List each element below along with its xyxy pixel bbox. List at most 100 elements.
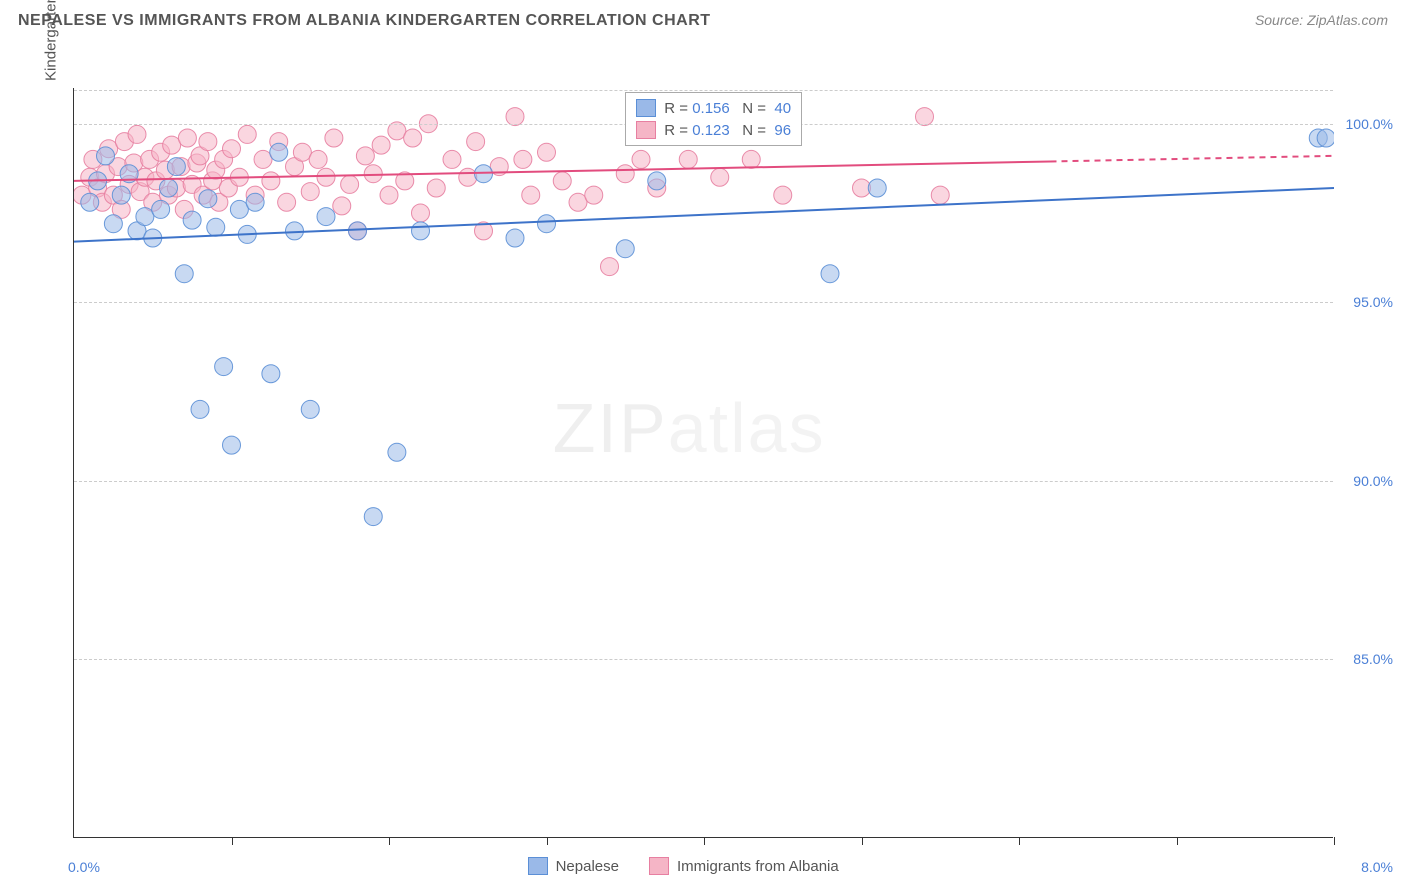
data-point [372,136,390,154]
gridline [74,659,1333,660]
data-point [309,150,327,168]
data-point [364,165,382,183]
data-point [616,240,634,258]
data-point [467,133,485,151]
data-point [341,175,359,193]
gridline [74,302,1333,303]
legend-label: Nepalese [556,858,619,875]
data-point [404,129,422,147]
data-point [711,168,729,186]
data-point [215,358,233,376]
data-point [301,183,319,201]
data-point [262,172,280,190]
data-point [349,222,367,240]
data-point [223,436,241,454]
legend-swatch [636,121,656,139]
data-point [262,365,280,383]
data-point [81,193,99,211]
data-point [648,172,666,190]
series-legend: Nepalese Immigrants from Albania [528,857,839,875]
y-axis-label: Kindergarten [42,0,59,81]
data-point [175,265,193,283]
data-point [160,179,178,197]
data-point [246,193,264,211]
x-min-label: 0.0% [68,859,100,875]
legend-row: R = 0.123 N = 96 [636,119,791,141]
x-tick [862,837,863,845]
data-point [356,147,374,165]
data-point [317,208,335,226]
data-point [585,186,603,204]
legend-item: Immigrants from Albania [649,857,839,875]
data-point [364,508,382,526]
y-tick-label: 100.0% [1346,116,1393,132]
data-point [679,150,697,168]
data-point [538,143,556,161]
trend-line-dashed [1051,156,1335,162]
correlation-legend: R = 0.156 N = 40 R = 0.123 N = 96 [625,92,802,146]
data-point [270,143,288,161]
legend-swatch [636,99,656,117]
data-point [821,265,839,283]
data-point [427,179,445,197]
x-tick [1019,837,1020,845]
legend-row: R = 0.156 N = 40 [636,97,791,119]
data-point [514,150,532,168]
x-tick [704,837,705,845]
x-tick [389,837,390,845]
data-point [128,125,146,143]
data-point [868,179,886,197]
data-point [191,400,209,418]
data-point [325,129,343,147]
x-tick [232,837,233,845]
data-point [199,190,217,208]
data-point [380,186,398,204]
legend-swatch [528,857,548,875]
data-point [97,147,115,165]
data-point [388,443,406,461]
legend-item: Nepalese [528,857,619,875]
data-point [167,158,185,176]
gridline [74,481,1333,482]
y-tick-label: 95.0% [1353,294,1393,310]
y-tick-label: 90.0% [1353,473,1393,489]
data-point [506,229,524,247]
source-label: Source: ZipAtlas.com [1255,12,1388,28]
data-point [412,204,430,222]
data-point [183,211,201,229]
chart-title: NEPALESE VS IMMIGRANTS FROM ALBANIA KIND… [18,12,711,30]
data-point [238,125,256,143]
data-point [522,186,540,204]
legend-text: R = 0.123 N = 96 [664,122,791,139]
y-tick-label: 85.0% [1353,651,1393,667]
legend-label: Immigrants from Albania [677,858,839,875]
data-point [112,186,130,204]
data-point [616,165,634,183]
data-point [278,193,296,211]
data-point [459,168,477,186]
gridline [74,90,1333,91]
data-point [178,129,196,147]
data-point [207,218,225,236]
data-point [632,150,650,168]
data-point [333,197,351,215]
legend-swatch [649,857,669,875]
data-point [742,150,760,168]
plot-region: ZIPatlas 85.0%90.0%95.0%100.0%0.0%8.0%R … [73,88,1333,838]
data-point [199,133,217,151]
x-tick [1334,837,1335,845]
data-point [931,186,949,204]
data-point [104,215,122,233]
data-point [553,172,571,190]
x-tick [1177,837,1178,845]
data-point [601,258,619,276]
data-point [1317,129,1334,147]
data-point [538,215,556,233]
data-point [223,140,241,158]
data-point [286,222,304,240]
data-point [412,222,430,240]
plot-svg [74,88,1334,838]
legend-text: R = 0.156 N = 40 [664,100,791,117]
data-point [774,186,792,204]
data-point [317,168,335,186]
